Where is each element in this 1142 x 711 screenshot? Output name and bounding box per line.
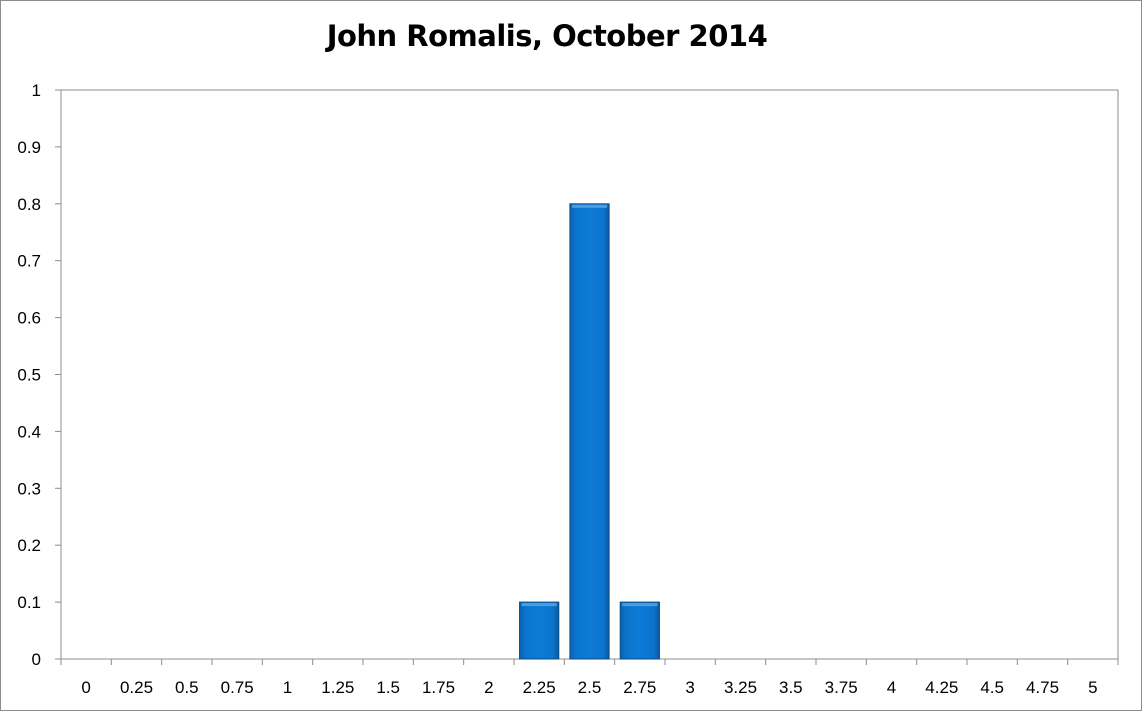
y-tick-label: 0.2 bbox=[17, 536, 41, 555]
y-tick-labels: 0 0.1 0.2 0.3 0.4 0.5 0.6 0.7 0.8 0.9 1 bbox=[17, 81, 41, 669]
x-tick-labels: 0 0.25 0.5 0.75 1 1.25 1.5 1.75 2 2.25 2.5 2.75 3 3.2… bbox=[81, 678, 1097, 697]
x-tick-label: 2.5 bbox=[578, 678, 602, 697]
x-tick-label: 1.75 bbox=[422, 678, 455, 697]
y-tick-label: 1 bbox=[32, 81, 41, 100]
x-tick-label: 2.75 bbox=[623, 678, 656, 697]
y-tick-label: 0 bbox=[32, 650, 41, 669]
chart-title: John Romalis, October 2014 bbox=[326, 19, 768, 53]
x-tick-label: 4.75 bbox=[1026, 678, 1059, 697]
y-tick-label: 0.4 bbox=[17, 422, 41, 441]
x-tick-label: 3 bbox=[685, 678, 694, 697]
bar bbox=[619, 601, 660, 660]
x-tick-label: 5 bbox=[1088, 678, 1097, 697]
y-tick-label: 0.3 bbox=[17, 479, 41, 498]
x-tick-label: 0.75 bbox=[221, 678, 254, 697]
x-tick-label: 3.5 bbox=[779, 678, 803, 697]
y-tick-label: 0.5 bbox=[17, 366, 41, 385]
y-tick-label: 0.7 bbox=[17, 252, 41, 271]
x-tick-label: 2 bbox=[484, 678, 493, 697]
x-tick-label: 1.5 bbox=[376, 678, 400, 697]
x-tick-label: 3.25 bbox=[724, 678, 757, 697]
x-tick-label: 3.75 bbox=[825, 678, 858, 697]
y-tick-label: 0.8 bbox=[17, 195, 41, 214]
y-tick-label: 0.1 bbox=[17, 593, 41, 612]
x-tick-label: 4.5 bbox=[980, 678, 1004, 697]
x-tick-label: 1.25 bbox=[321, 678, 354, 697]
bar bbox=[569, 203, 610, 660]
bar-2.5 bbox=[569, 203, 610, 660]
x-tick-label: 0 bbox=[81, 678, 90, 697]
bar bbox=[519, 601, 560, 660]
x-tick-label: 1 bbox=[283, 678, 292, 697]
bar-2.75 bbox=[619, 601, 660, 660]
x-tick-label: 0.25 bbox=[120, 678, 153, 697]
x-tick-label: 4 bbox=[887, 678, 896, 697]
y-tick-label: 0.6 bbox=[17, 309, 41, 328]
x-tick-label: 2.25 bbox=[523, 678, 556, 697]
bar-2.25 bbox=[519, 601, 560, 660]
x-tick-label: 0.5 bbox=[175, 678, 199, 697]
bar-highlight bbox=[521, 603, 557, 607]
bar-highlight bbox=[622, 603, 658, 607]
y-tick-label: 0.9 bbox=[17, 138, 41, 157]
x-tick-label: 4.25 bbox=[925, 678, 958, 697]
bars bbox=[519, 203, 660, 660]
x-tick-marks bbox=[60, 659, 1119, 665]
y-tick-marks bbox=[55, 89, 61, 660]
bar-highlight bbox=[571, 204, 608, 208]
